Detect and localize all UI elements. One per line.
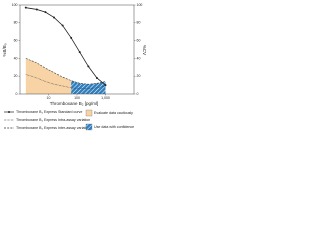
y-tick-label: 100 [12, 3, 18, 7]
legend-label: Thromboxane B₂ Express Inter-assay varia… [16, 126, 90, 130]
y-axis-label: %B/B₀ [2, 43, 7, 56]
y-tick-label: 80 [14, 21, 18, 25]
y2-tick-label: 20 [137, 74, 141, 78]
data-point [53, 16, 56, 19]
data-point [78, 51, 81, 54]
data-point [35, 8, 38, 11]
legend-marker [8, 111, 10, 113]
y2-tick-label: 100 [137, 3, 143, 7]
data-point [104, 84, 107, 87]
x-axis-label: Thromboxane B₂ [pg/ml] [50, 101, 99, 106]
data-point [95, 76, 98, 79]
y-tick-label: 40 [14, 56, 18, 60]
y2-tick-label: 0 [137, 92, 139, 96]
legend-label: Thromboxane B₂ Express Intra-assay varia… [16, 118, 90, 122]
legend-label: Thromboxane B₂ Express Standard curve [16, 110, 82, 114]
legend-box [85, 123, 93, 131]
y2-tick-label: 80 [137, 21, 141, 25]
region [71, 80, 106, 94]
y-tick-label: 20 [14, 74, 18, 78]
y2-axis-label: %CV [142, 45, 147, 55]
data-point [24, 6, 27, 9]
region [25, 58, 72, 94]
x-tick-label: 1,000 [101, 96, 110, 100]
series-line [25, 58, 106, 85]
y2-tick-label: 40 [137, 56, 141, 60]
data-point [70, 36, 73, 39]
x-tick-label: 100 [74, 96, 80, 100]
legend-box [85, 109, 93, 117]
data-point [87, 65, 90, 68]
series-line [25, 74, 106, 89]
series-line [25, 7, 106, 86]
data-point [44, 11, 47, 14]
y2-tick-label: 60 [137, 39, 141, 43]
x-tick-label: 10 [47, 96, 51, 100]
data-point [61, 24, 64, 27]
legend-label: Evaluate data cautiously [94, 111, 133, 115]
chart: Thromboxane B₂ [pg/ml] %B/B₀ %CV 0 20 40 60… [2, 3, 147, 131]
y-tick-label: 0 [16, 92, 18, 96]
y-tick-label: 60 [14, 39, 18, 43]
legend-label: Use data with confidence [94, 125, 134, 129]
